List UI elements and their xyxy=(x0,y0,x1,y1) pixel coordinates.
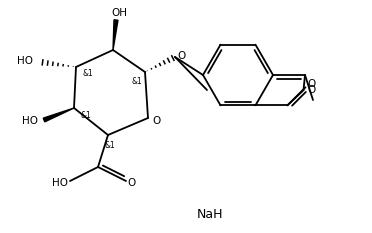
Text: O: O xyxy=(128,178,136,188)
Polygon shape xyxy=(113,20,118,50)
Text: O: O xyxy=(307,79,315,89)
Text: &1: &1 xyxy=(83,69,93,79)
Text: HO: HO xyxy=(22,116,38,126)
Text: &1: &1 xyxy=(132,76,142,86)
Text: OH: OH xyxy=(111,8,127,18)
Text: HO: HO xyxy=(52,178,68,188)
Text: O: O xyxy=(153,116,161,126)
Text: &1: &1 xyxy=(105,140,115,150)
Text: O: O xyxy=(178,51,186,61)
Polygon shape xyxy=(43,108,74,122)
Text: O: O xyxy=(307,85,315,95)
Text: HO: HO xyxy=(17,56,33,66)
Text: &1: &1 xyxy=(81,110,92,120)
Text: NaH: NaH xyxy=(197,209,223,222)
